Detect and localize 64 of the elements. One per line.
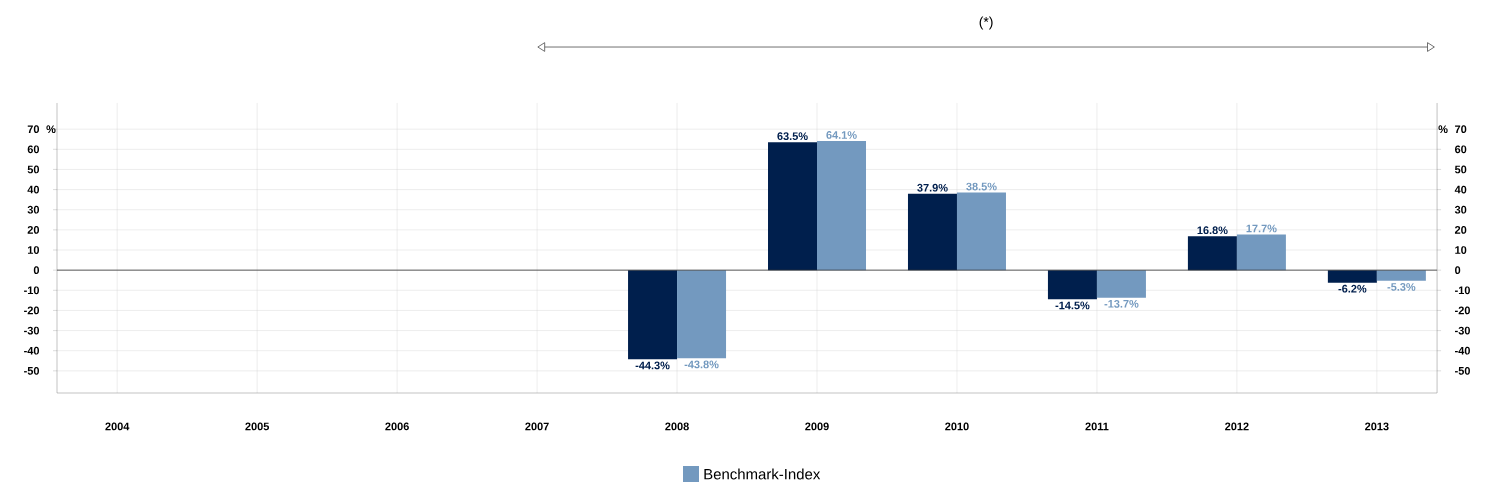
- x-tick-label: 2011: [1085, 422, 1109, 431]
- x-tick-label: 2005: [245, 422, 270, 431]
- y-tick-label: -10: [24, 286, 40, 295]
- y2-tick-label: 60: [1455, 145, 1467, 154]
- x-tick-label: 2007: [525, 422, 549, 431]
- bar: [677, 270, 727, 359]
- bar: [1327, 270, 1377, 283]
- x-tick-label: 2008: [665, 422, 689, 431]
- y2-axis-title: %: [1438, 125, 1448, 134]
- bar: [1236, 234, 1286, 271]
- y2-tick-label: 20: [1454, 226, 1467, 234]
- data-label: 38.5%: [966, 182, 997, 191]
- y-tick-label: 10: [27, 246, 40, 254]
- data-label: -5.3%: [1387, 283, 1416, 291]
- data-label: -6.2%: [1338, 284, 1367, 293]
- data-label: 37.9%: [917, 183, 948, 192]
- x-tick-label: 2004: [105, 422, 130, 431]
- bar: [1096, 270, 1146, 298]
- data-label: -44.3%: [635, 361, 670, 370]
- bar: [817, 141, 867, 271]
- y-tick-label: -30: [24, 326, 40, 335]
- y2-tick-label: -40: [1455, 346, 1470, 355]
- y-tick-label: -50: [24, 366, 40, 375]
- y-tick-label: 40: [27, 185, 40, 194]
- y2-tick-label: 40: [1454, 185, 1467, 194]
- data-label: 17.7%: [1246, 224, 1277, 233]
- y-tick-label: 60: [27, 145, 40, 154]
- y2-tick-label: 0: [1455, 266, 1461, 275]
- bar: [1187, 236, 1237, 271]
- y-tick-label: -20: [24, 306, 40, 315]
- x-tick-label: 2010: [945, 422, 969, 431]
- chart-title: (*): [979, 16, 993, 30]
- bar: [1047, 270, 1097, 300]
- data-label: -13.7%: [1104, 299, 1139, 308]
- y2-tick-label: -10: [1455, 286, 1470, 295]
- y2-tick-label: 50: [1454, 165, 1467, 174]
- y-axis-title: %: [46, 125, 56, 134]
- data-label: -43.8%: [684, 360, 719, 369]
- bar: [1376, 270, 1426, 281]
- data-label: 64.1%: [826, 131, 857, 139]
- x-tick-label: 2009: [805, 422, 829, 431]
- x-tick-label: 2013: [1365, 422, 1389, 431]
- bar: [768, 142, 818, 271]
- y-tick-label: 50: [27, 165, 40, 174]
- y2-tick-label: 10: [1455, 246, 1467, 254]
- x-tick-label: 2006: [385, 422, 409, 431]
- bar: [628, 270, 678, 360]
- y2-tick-label: -20: [1455, 306, 1470, 315]
- y-tick-label: 0: [33, 266, 40, 275]
- y-tick-label: 20: [27, 226, 40, 234]
- data-label: 16.8%: [1197, 226, 1228, 235]
- y2-tick-label: -50: [1455, 366, 1470, 375]
- y2-tick-label: 30: [1454, 205, 1467, 214]
- data-label: -14.5%: [1055, 301, 1090, 310]
- y-tick-label: 30: [27, 205, 40, 214]
- x-tick-label: 2012: [1225, 422, 1249, 431]
- data-label: 63.5%: [777, 132, 808, 141]
- bar: [907, 193, 957, 271]
- bar: [956, 192, 1006, 271]
- y2-tick-label: -30: [1455, 326, 1470, 335]
- y-tick-label: 70: [27, 125, 40, 134]
- y2-tick-label: 70: [1455, 125, 1467, 134]
- y-tick-label: -40: [24, 346, 40, 355]
- legend-label: Benchmark-Index: [704, 468, 821, 480]
